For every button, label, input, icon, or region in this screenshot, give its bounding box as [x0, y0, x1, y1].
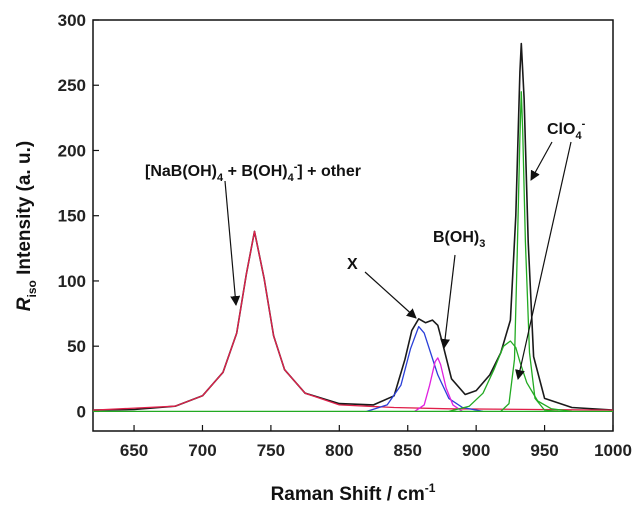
series-line — [414, 357, 463, 412]
x-tick-label: 700 — [188, 441, 216, 460]
y-tick-label: 300 — [58, 11, 86, 30]
x-axis-title: Raman Shift / cm-1 — [271, 481, 436, 505]
x-tick-label: 900 — [462, 441, 490, 460]
annotation-x: X — [347, 256, 358, 273]
annotation-boh3: B(OH)3 — [433, 229, 485, 250]
x-tick-label: 950 — [530, 441, 558, 460]
x-tick-label: 800 — [325, 441, 353, 460]
series-line — [92, 42, 614, 411]
annotation-arrows — [224, 141, 572, 380]
x-tick-label: 1000 — [594, 441, 632, 460]
y-tick-label: 150 — [58, 207, 86, 226]
y-tick-label: 200 — [58, 141, 86, 160]
annotation-arrow — [515, 141, 572, 380]
annotation-clo4: ClO4- — [547, 118, 586, 142]
spectra-series — [92, 42, 614, 413]
series-line — [366, 325, 484, 413]
annotation-nab-oh4: [NaB(OH)4 + B(OH)4-] + other — [145, 161, 361, 184]
y-tick-label: 50 — [67, 337, 86, 356]
series-line — [448, 340, 572, 413]
y-axis-title: Riso Intensity (a. u.) — [14, 141, 39, 311]
y-tick-label: 250 — [58, 76, 86, 95]
x-tick-label: 750 — [257, 441, 285, 460]
series-line — [500, 91, 559, 413]
annotation-arrow — [440, 254, 456, 349]
y-tick-label: 0 — [77, 402, 86, 421]
y-tick-label: 100 — [58, 272, 86, 291]
annotation-arrow — [364, 271, 417, 319]
annotation-arrow — [224, 180, 241, 306]
y-axis-ticks: 0 50 100 150 200 250 300 — [58, 11, 99, 421]
x-tick-label: 850 — [394, 441, 422, 460]
annotation-arrow — [530, 141, 553, 181]
plot-frame — [92, 19, 614, 432]
x-tick-label: 650 — [120, 441, 148, 460]
series-line — [92, 230, 614, 411]
x-axis-ticks: 650 700 750 800 850 900 950 1000 — [120, 425, 632, 460]
